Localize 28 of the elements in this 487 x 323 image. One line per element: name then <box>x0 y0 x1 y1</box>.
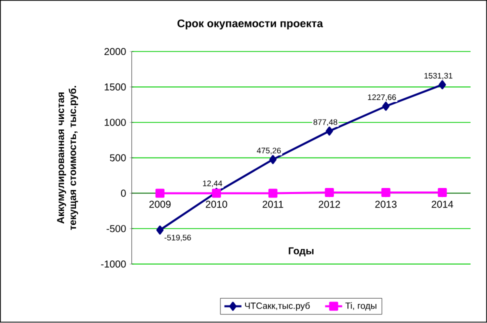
x-tick-label: 2014 <box>432 200 454 208</box>
chart-title: Срок окупаемости проекта <box>178 20 324 30</box>
x-tick-label: 2012 <box>318 200 340 208</box>
y-tick-label: 2000 <box>104 48 126 56</box>
x-tick-label: 2013 <box>375 200 397 208</box>
x-tick-label: 2010 <box>206 200 228 208</box>
y-tick-label: 1500 <box>104 84 126 91</box>
y-tick-label: -1000 <box>101 260 126 268</box>
legend-label: Ti, годы <box>345 302 376 311</box>
x-axis-title: Годы <box>288 248 314 256</box>
point <box>324 188 334 198</box>
point <box>438 188 447 198</box>
y-tick-label: -500 <box>106 225 126 232</box>
point <box>382 102 390 111</box>
y-axis-title: Аккумулированная чистая текущая стоимость, тыс.руб. <box>57 86 78 230</box>
point <box>438 80 446 90</box>
y-tick-label: 1000 <box>104 119 126 126</box>
point <box>268 188 278 198</box>
point <box>269 155 277 164</box>
point <box>156 226 164 235</box>
x-tick-label: 2011 <box>262 200 284 208</box>
legend-label: ЧТСакк,тыс.руб <box>245 302 310 311</box>
x-tick-label: 2009 <box>149 200 171 208</box>
y-tick-label: 500 <box>110 154 126 162</box>
y-tick-label: 0 <box>121 190 126 197</box>
point <box>155 188 164 198</box>
point <box>381 188 390 198</box>
point <box>326 126 334 136</box>
